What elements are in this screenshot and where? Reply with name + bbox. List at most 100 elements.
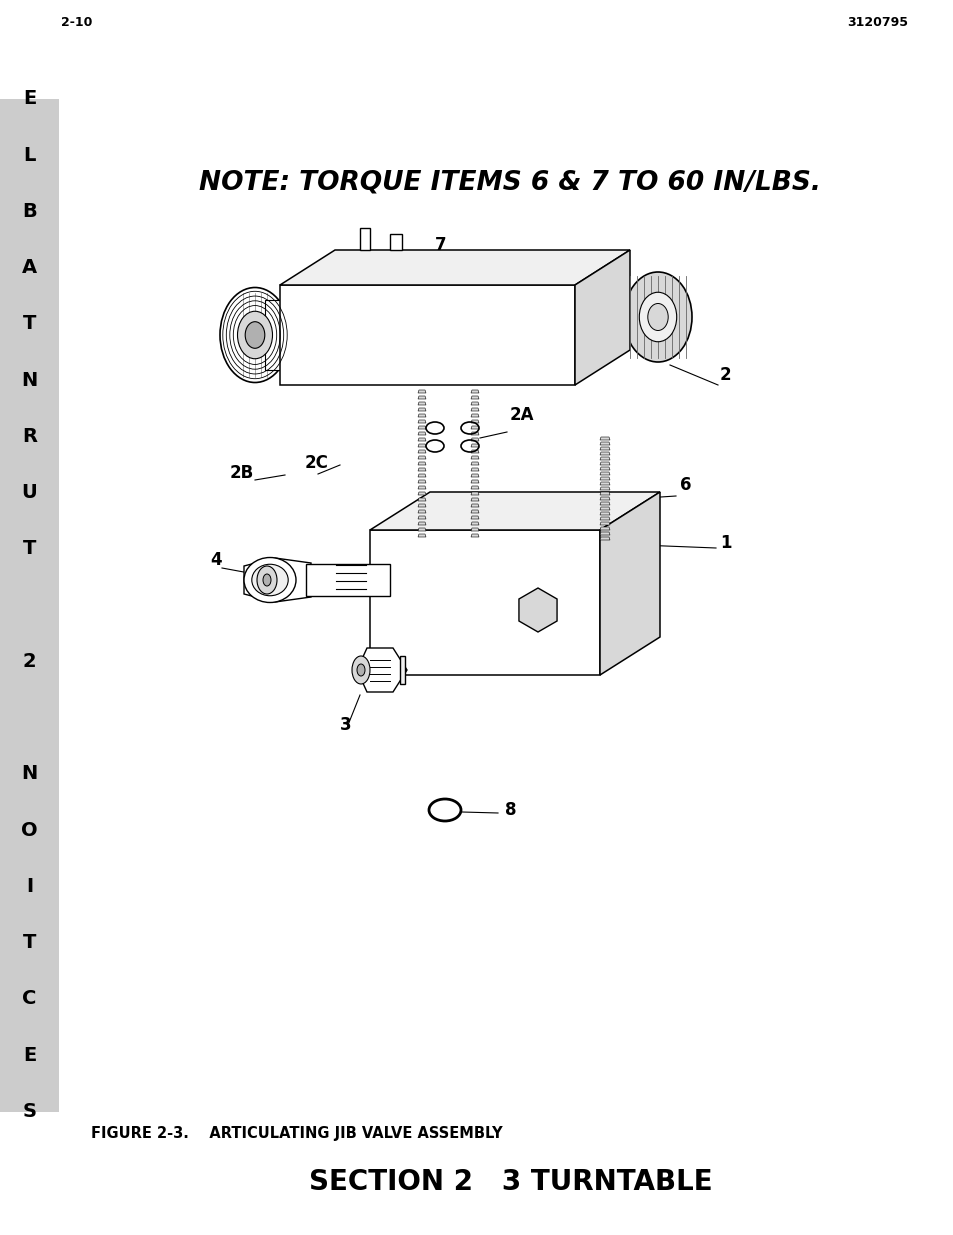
Polygon shape bbox=[599, 537, 609, 540]
Polygon shape bbox=[471, 445, 478, 447]
Circle shape bbox=[442, 553, 456, 567]
Text: C: C bbox=[22, 989, 37, 1009]
Text: 2C: 2C bbox=[305, 454, 329, 472]
Circle shape bbox=[381, 350, 392, 359]
Polygon shape bbox=[471, 390, 478, 393]
Polygon shape bbox=[471, 534, 478, 537]
Polygon shape bbox=[575, 249, 629, 385]
Circle shape bbox=[558, 618, 581, 642]
Polygon shape bbox=[599, 482, 609, 485]
Circle shape bbox=[462, 553, 476, 567]
Circle shape bbox=[464, 571, 484, 590]
Text: N: N bbox=[21, 764, 38, 783]
Polygon shape bbox=[471, 529, 478, 531]
Polygon shape bbox=[599, 487, 609, 490]
Polygon shape bbox=[471, 480, 478, 483]
Ellipse shape bbox=[352, 656, 370, 684]
Polygon shape bbox=[417, 534, 426, 537]
Text: E: E bbox=[23, 1046, 36, 1065]
Polygon shape bbox=[280, 285, 575, 385]
Polygon shape bbox=[518, 588, 557, 632]
Text: S: S bbox=[23, 1102, 36, 1121]
Polygon shape bbox=[417, 462, 426, 466]
Polygon shape bbox=[417, 529, 426, 531]
Polygon shape bbox=[471, 522, 478, 525]
Polygon shape bbox=[417, 468, 426, 471]
Polygon shape bbox=[417, 522, 426, 525]
Circle shape bbox=[264, 577, 270, 583]
Circle shape bbox=[381, 310, 392, 320]
Polygon shape bbox=[356, 648, 407, 692]
Polygon shape bbox=[244, 558, 311, 601]
Circle shape bbox=[464, 600, 484, 620]
Text: 2A: 2A bbox=[510, 406, 534, 424]
Polygon shape bbox=[471, 492, 478, 495]
Ellipse shape bbox=[623, 272, 691, 362]
Polygon shape bbox=[417, 450, 426, 453]
Text: 2: 2 bbox=[23, 652, 36, 671]
Polygon shape bbox=[599, 532, 609, 535]
Ellipse shape bbox=[647, 304, 667, 331]
Text: 4: 4 bbox=[210, 551, 221, 569]
Polygon shape bbox=[417, 408, 426, 411]
Polygon shape bbox=[471, 487, 478, 489]
Circle shape bbox=[444, 571, 464, 590]
Polygon shape bbox=[417, 480, 426, 483]
Ellipse shape bbox=[639, 293, 676, 342]
Polygon shape bbox=[471, 438, 478, 441]
Text: 7: 7 bbox=[435, 236, 446, 254]
Polygon shape bbox=[417, 390, 426, 393]
Polygon shape bbox=[599, 447, 609, 450]
Text: T: T bbox=[23, 540, 36, 558]
Polygon shape bbox=[471, 462, 478, 466]
Polygon shape bbox=[390, 233, 401, 249]
Polygon shape bbox=[370, 492, 659, 530]
Polygon shape bbox=[280, 249, 629, 285]
Circle shape bbox=[525, 598, 550, 622]
Text: T: T bbox=[23, 934, 36, 952]
Text: O: O bbox=[21, 821, 38, 840]
Ellipse shape bbox=[220, 288, 290, 383]
Polygon shape bbox=[599, 477, 609, 480]
Polygon shape bbox=[417, 414, 426, 417]
Text: I: I bbox=[26, 877, 33, 895]
Polygon shape bbox=[471, 420, 478, 424]
Circle shape bbox=[462, 622, 476, 637]
Polygon shape bbox=[417, 403, 426, 405]
Circle shape bbox=[442, 622, 456, 637]
Polygon shape bbox=[417, 456, 426, 459]
Polygon shape bbox=[417, 504, 426, 508]
Polygon shape bbox=[471, 456, 478, 459]
Text: B: B bbox=[22, 201, 37, 221]
Polygon shape bbox=[599, 496, 609, 500]
Text: U: U bbox=[22, 483, 37, 503]
Polygon shape bbox=[471, 498, 478, 501]
Text: 2: 2 bbox=[720, 366, 731, 384]
Polygon shape bbox=[471, 474, 478, 477]
Polygon shape bbox=[417, 420, 426, 424]
Text: SECTION 2   3 TURNTABLE: SECTION 2 3 TURNTABLE bbox=[308, 1168, 712, 1195]
Polygon shape bbox=[417, 492, 426, 495]
Polygon shape bbox=[471, 432, 478, 435]
Polygon shape bbox=[471, 516, 478, 519]
Circle shape bbox=[482, 622, 497, 637]
Polygon shape bbox=[599, 442, 609, 445]
Text: 3120795: 3120795 bbox=[846, 16, 907, 28]
Ellipse shape bbox=[252, 564, 288, 595]
Text: L: L bbox=[24, 146, 35, 164]
Polygon shape bbox=[599, 508, 609, 510]
Polygon shape bbox=[471, 504, 478, 508]
Text: FIGURE 2-3.    ARTICULATING JIB VALVE ASSEMBLY: FIGURE 2-3. ARTICULATING JIB VALVE ASSEM… bbox=[91, 1126, 501, 1141]
Polygon shape bbox=[471, 468, 478, 471]
Polygon shape bbox=[306, 564, 390, 597]
Circle shape bbox=[482, 553, 497, 567]
Polygon shape bbox=[471, 414, 478, 417]
Polygon shape bbox=[417, 432, 426, 435]
Text: 6: 6 bbox=[679, 475, 691, 494]
Polygon shape bbox=[417, 396, 426, 399]
Text: E: E bbox=[23, 89, 36, 109]
Polygon shape bbox=[599, 501, 609, 505]
Text: A: A bbox=[22, 258, 37, 277]
Circle shape bbox=[407, 594, 422, 610]
Ellipse shape bbox=[263, 574, 271, 585]
